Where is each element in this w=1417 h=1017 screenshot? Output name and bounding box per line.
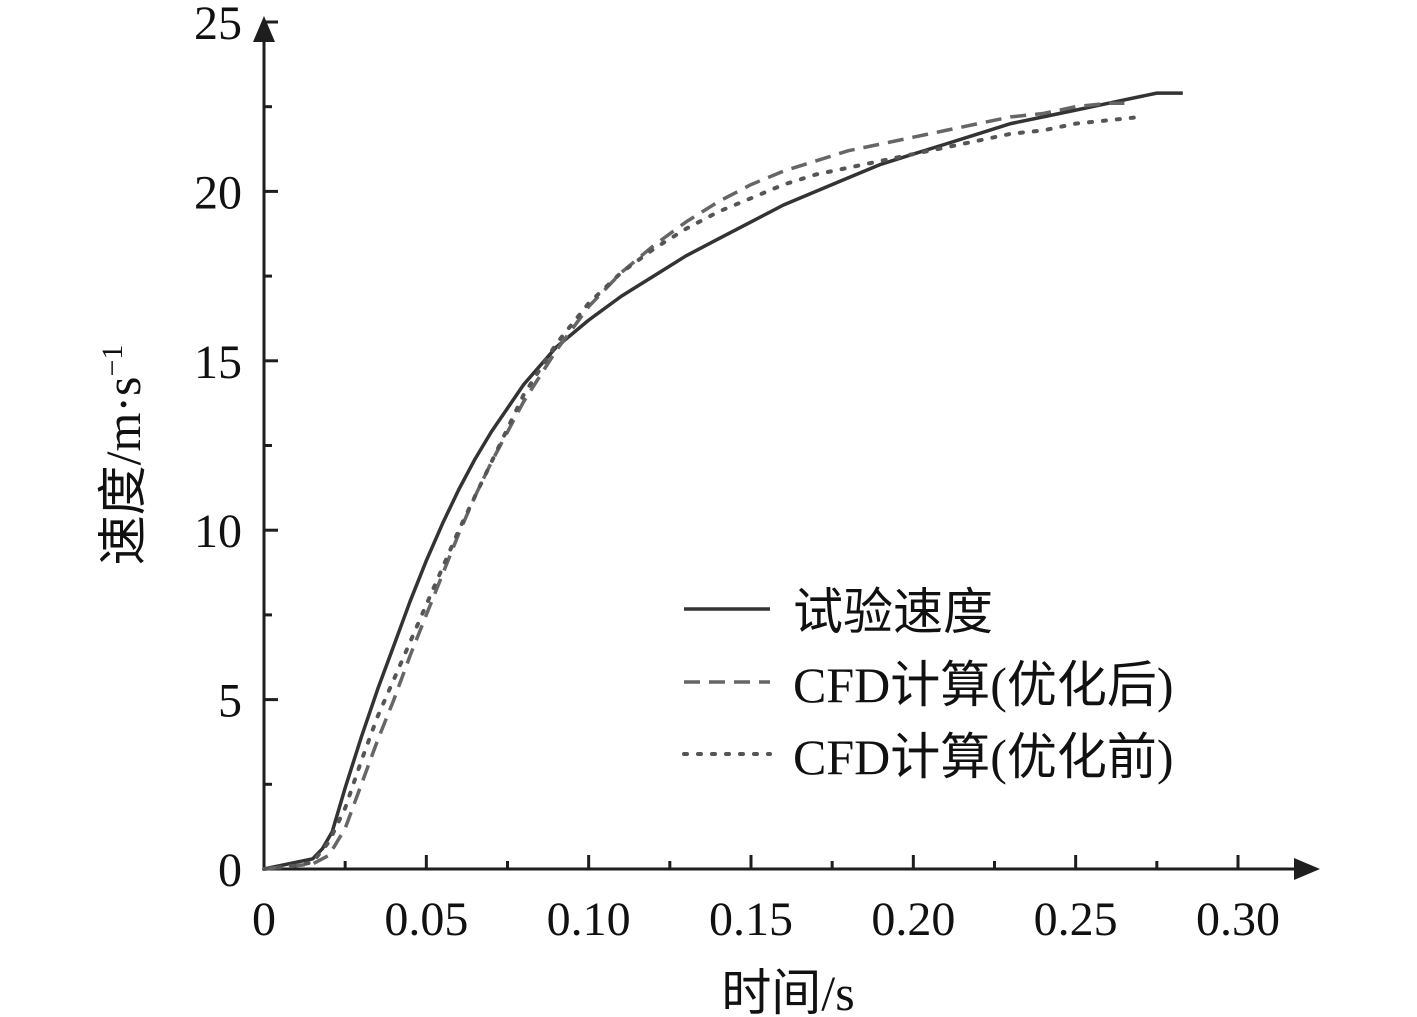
x-tick-label: 0 [252, 893, 276, 946]
y-tick-label: 25 [194, 0, 242, 50]
x-tick-label: 0.25 [1034, 893, 1118, 946]
legend-label-3: CFD计算(优化前) [793, 729, 1174, 785]
legend: 试验速度 CFD计算(优化后) CFD计算(优化前) [682, 584, 1174, 785]
tick-labels: 0 0.05 0.10 0.15 0.20 0.25 0.30 0 5 10 15 20 25 [194, 0, 1280, 946]
x-tick-label: 0.10 [547, 893, 631, 946]
series-line-3 [262, 114, 1143, 871]
y-axis-label-group: 速度/m·s−1 [95, 345, 151, 566]
tick-marks [264, 20, 1240, 869]
x-tick-label: 0.30 [1196, 893, 1280, 946]
x-tick-label: 0.05 [384, 893, 468, 946]
y-tick-label: 0 [218, 844, 242, 897]
y-tick-label: 10 [194, 505, 242, 558]
legend-label-2: CFD计算(优化后) [793, 657, 1174, 713]
y-axis-arrow-icon [253, 16, 275, 42]
series-line-1 [263, 91, 1183, 871]
legend-label-1: 试验速度 [793, 584, 993, 640]
svg-text:速度/m·s−1: 速度/m·s−1 [95, 345, 151, 566]
x-axis-label: 时间/s [721, 965, 854, 1017]
y-tick-label: 5 [218, 675, 242, 728]
y-tick-label: 20 [194, 166, 242, 219]
axes [253, 16, 1320, 880]
x-tick-label: 0.15 [709, 893, 793, 946]
y-tick-label: 15 [194, 336, 242, 389]
y-axis-label-exponent: −1 [96, 345, 129, 377]
series-lines [262, 91, 1183, 871]
x-tick-label: 0.20 [871, 893, 955, 946]
x-axis-arrow-icon [1294, 858, 1320, 880]
y-axis-label: 速度/m·s [95, 377, 151, 566]
series-line-2 [263, 101, 1125, 871]
